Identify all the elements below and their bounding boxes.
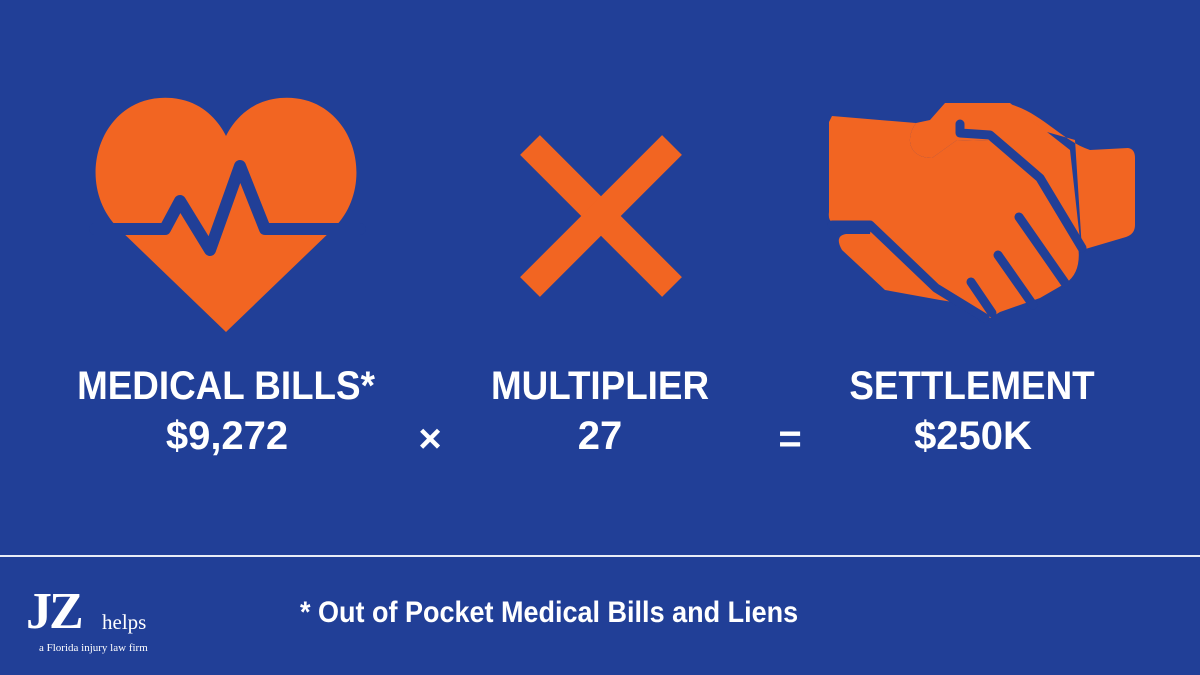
divider xyxy=(0,555,1200,557)
multiplier-title: MULTIPLIER xyxy=(490,364,710,408)
handshake-icon xyxy=(827,103,1135,323)
equals-operator: = xyxy=(778,417,802,461)
medical-bills-title: MEDICAL BILLS* xyxy=(77,364,375,408)
settlement-title: SETTLEMENT xyxy=(849,364,1095,408)
multiply-icon xyxy=(520,135,682,297)
footnote: * Out of Pocket Medical Bills and Liens xyxy=(300,596,799,629)
logo: JZ helps a Florida injury law firm xyxy=(26,583,148,655)
settlement-value: $250K xyxy=(914,414,1032,458)
logo-mark: JZ xyxy=(26,583,84,640)
logo-tagline: a Florida injury law firm xyxy=(39,642,148,654)
times-operator: × xyxy=(418,417,442,461)
heart-pulse-icon xyxy=(89,97,366,332)
logo-word: helps xyxy=(102,610,147,634)
medical-bills-value: $9,272 xyxy=(165,414,289,458)
multiplier-value: 27 xyxy=(577,414,623,458)
